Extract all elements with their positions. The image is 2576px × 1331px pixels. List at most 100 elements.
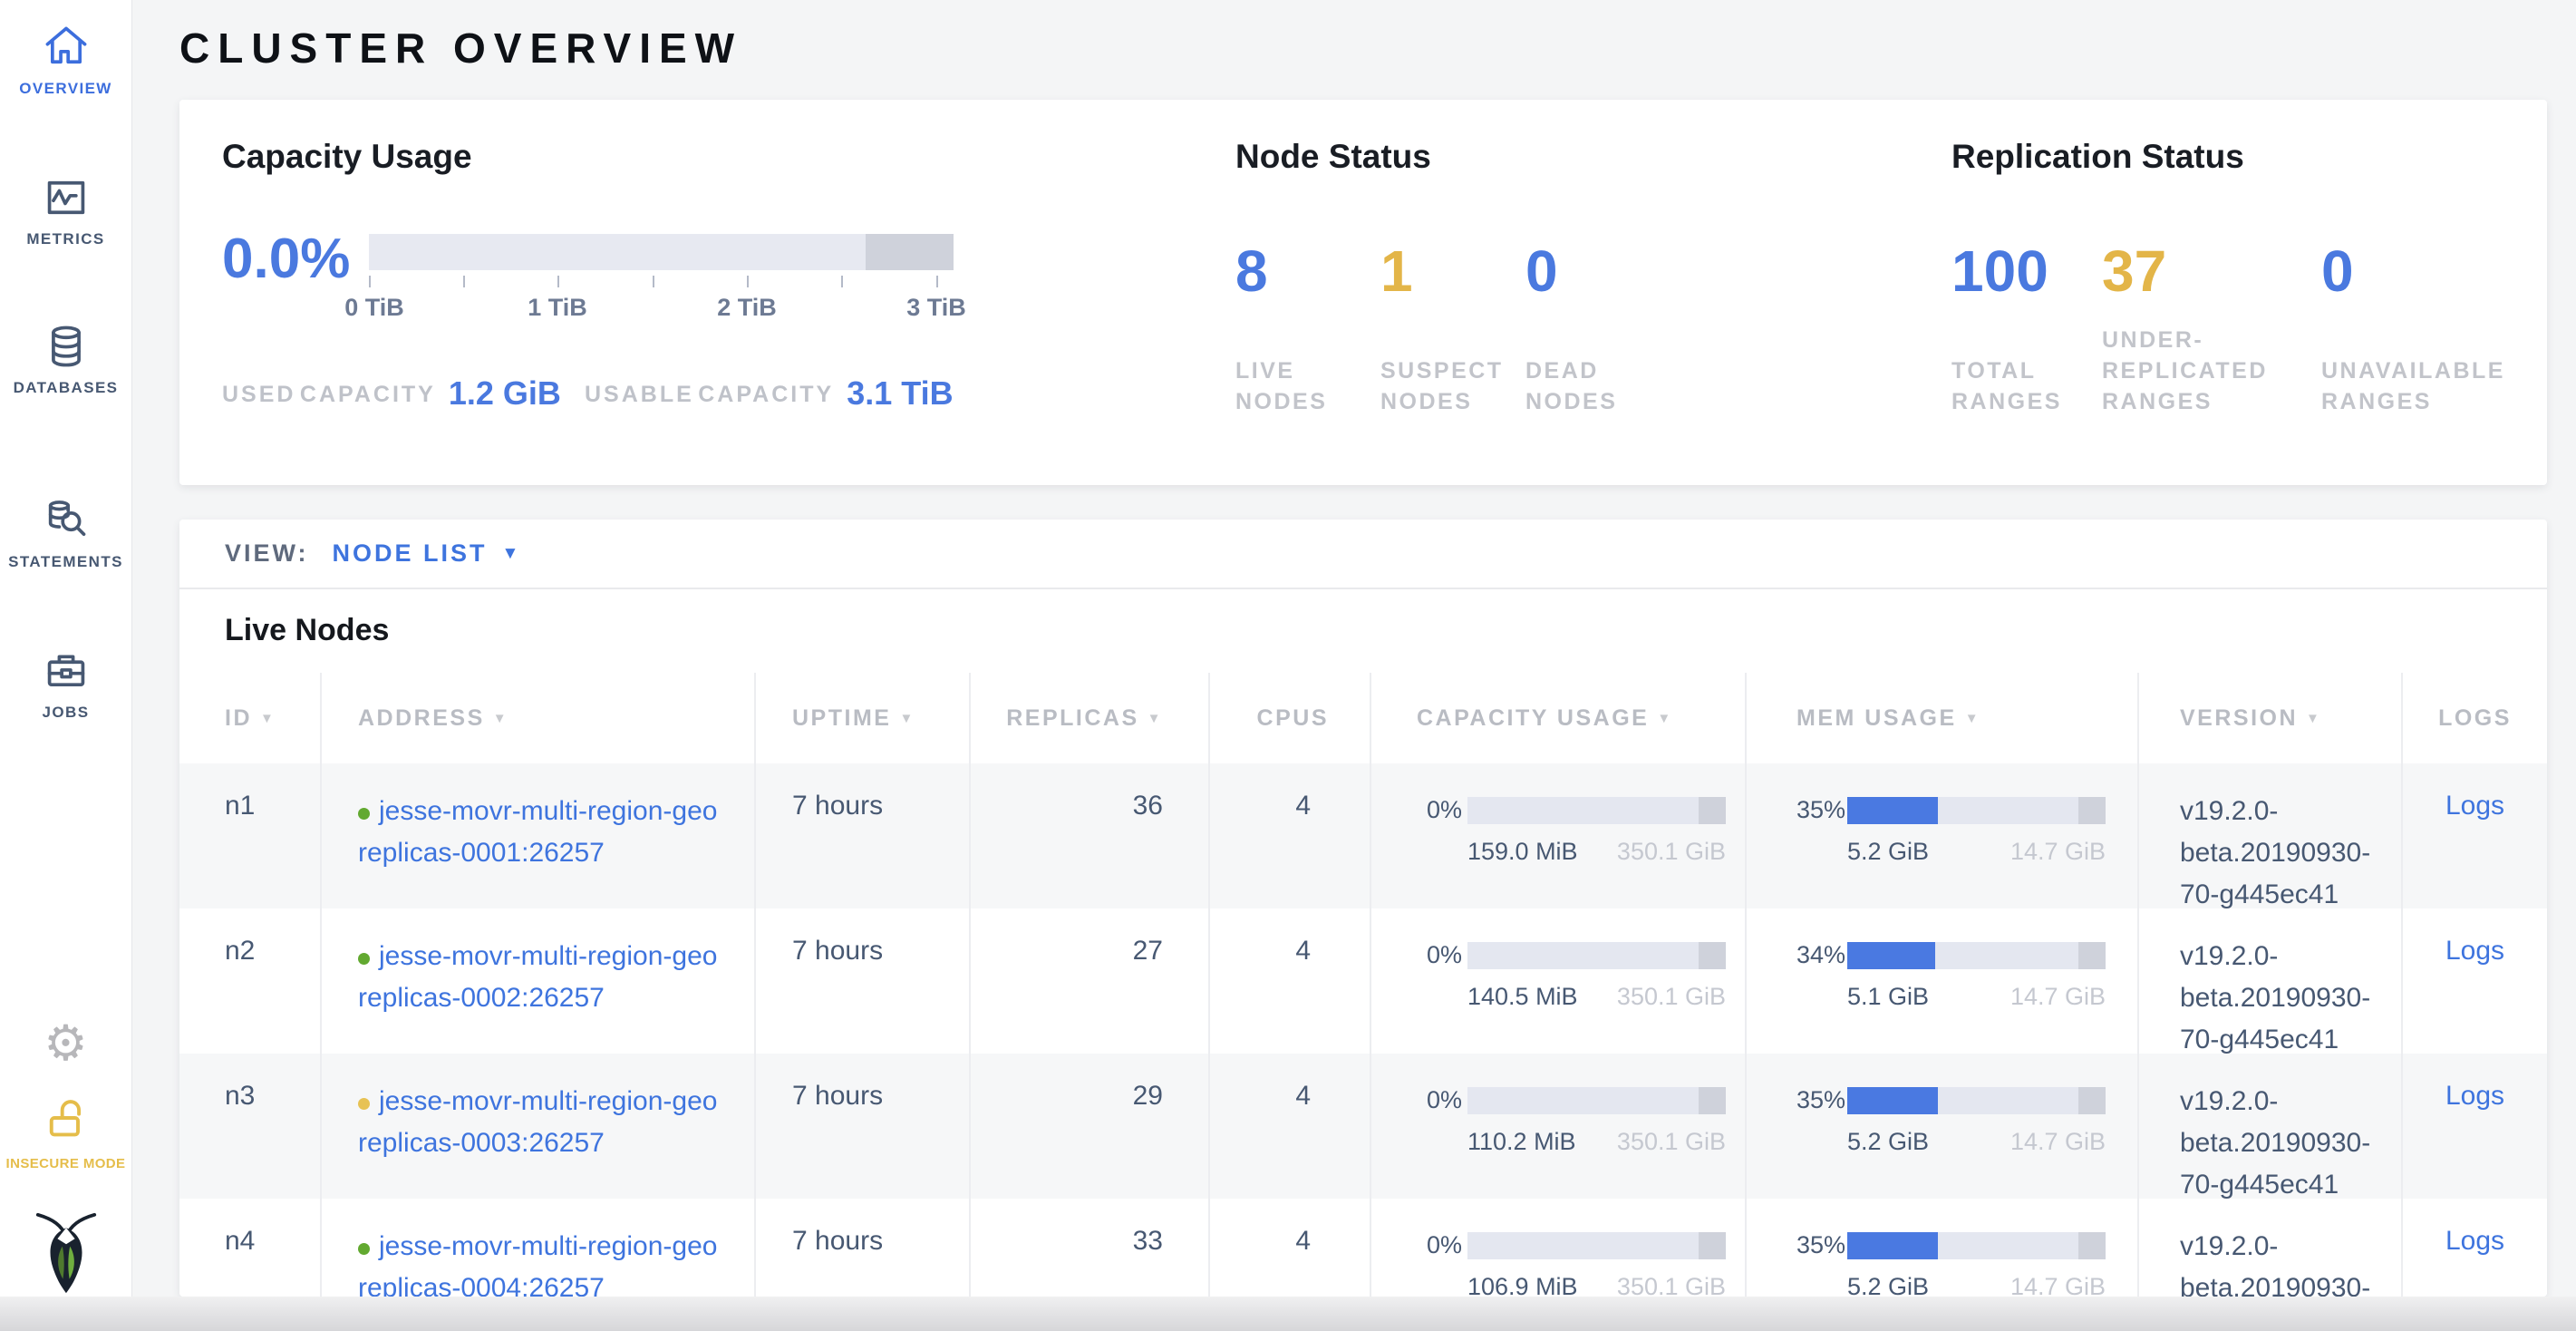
tick-label: 2 TiB [717,294,777,321]
node-id: n1 [179,763,320,916]
logs-link[interactable]: Logs [2445,1081,2505,1111]
node-mem-usage: 35% 5.2 GiB 14.7 GiB [1745,1199,2137,1297]
node-mem-usage: 34% 5.1 GiB 14.7 GiB [1745,908,2137,1061]
node-logs: Logs [2401,908,2547,1061]
node-capacity-usage: 0% 140.5 MiB 350.1 GiB [1370,908,1745,1061]
replication-status-title: Replication Status [1951,138,2244,175]
live-nodes-table-header: ID ▼ ADDRESS ▼ UPTIME ▼ REPLICAS ▼ CPUS CAPA… [179,673,2547,763]
sort-arrow-icon: ▼ [899,710,915,726]
col-header-mem-usage[interactable]: MEM USAGE ▼ [1745,673,2137,763]
view-selector[interactable]: NODE LIST ▼ [333,539,519,568]
node-status-dot [358,808,370,820]
jobs-icon [47,655,84,687]
sidebar-item-overview[interactable]: OVERVIEW [0,24,131,98]
col-header-capacity-usage[interactable]: CAPACITY USAGE ▼ [1370,673,1745,763]
insecure-mode-indicator[interactable]: INSECURE MODE [0,1095,131,1171]
col-header-version[interactable]: VERSION ▼ [2137,673,2401,763]
unavailable-ranges-label: UNAVAILABLE RANGES [2321,358,2505,414]
sort-arrow-icon: ▼ [1657,710,1673,726]
node-uptime: 7 hours [754,763,969,916]
node-cpus: 4 [1208,1199,1370,1297]
statements-icon [48,500,85,537]
node-address-link[interactable]: jesse-movr-multi-region-geo replicas-000… [358,1231,718,1297]
suspect-nodes-count: 1 [1380,238,1413,304]
total-ranges-label: TOTAL RANGES [1951,358,2062,414]
tick-label: 1 TiB [528,294,587,321]
node-logs: Logs [2401,763,2547,916]
stat-label: USABLE [585,382,694,407]
node-address-link[interactable]: jesse-movr-multi-region-geo replicas-000… [358,796,718,868]
page-title: CLUSTER OVERVIEW [179,24,743,72]
node-uptime: 7 hours [754,1054,969,1206]
stat-label: CAPACITY [698,382,835,407]
node-id: n2 [179,908,320,1061]
sidebar-item-metrics[interactable]: METRICS [0,174,131,248]
replication-status-section: Replication Status 100 37 0 TOTAL RANGES… [1951,100,2547,485]
node-replicas: 27 [969,908,1208,1061]
col-header-id[interactable]: ID ▼ [179,673,320,763]
settings-button[interactable]: ⚙ [0,1019,131,1068]
suspect-nodes-label: SUSPECT NODES [1380,358,1504,414]
capacity-usage-title: Capacity Usage [222,138,472,175]
node-version: v19.2.0- beta.20190930- 70-g445ec41 [2137,1054,2401,1206]
used-capacity-value: 1.2 GiB [448,374,561,412]
node-logs: Logs [2401,1054,2547,1206]
node-id: n4 [179,1199,320,1297]
capacity-bar: 0 TiB 1 TiB 2 TiB 3 TiB [344,234,966,325]
col-header-replicas[interactable]: REPLICAS ▼ [969,673,1208,763]
logs-link[interactable]: Logs [2445,791,2505,821]
under-replicated-ranges-count: 37 [2102,238,2167,304]
node-uptime: 7 hours [754,1199,969,1297]
sort-arrow-icon: ▼ [260,710,276,726]
stat-label: CAPACITY [299,382,436,407]
logs-link[interactable]: Logs [2445,1226,2505,1256]
node-address: jesse-movr-multi-region-geo replicas-000… [320,1199,754,1297]
node-status-dot [358,1098,370,1110]
live-nodes-title: Live Nodes [225,613,390,647]
node-address: jesse-movr-multi-region-geo replicas-000… [320,908,754,1061]
sort-arrow-icon: ▼ [1964,710,1981,726]
node-id: n3 [179,1054,320,1206]
col-header-uptime[interactable]: UPTIME ▼ [754,673,969,763]
under-replicated-ranges-label: UNDER- REPLICATED RANGES [2102,327,2268,414]
sidebar-item-label: DATABASES [13,379,119,396]
node-status-dot [358,953,370,965]
logs-link[interactable]: Logs [2445,936,2505,966]
nodes-card: VIEW: NODE LIST ▼ Live Nodes ID ▼ ADDRESS… [179,520,2547,1297]
sidebar: OVERVIEW METRICS DATABASES [0,0,132,1331]
capacity-usage-section: Capacity Usage 0.0% [179,100,1235,485]
col-header-cpus[interactable]: CPUS [1208,673,1370,763]
databases-icon [51,325,81,367]
sidebar-item-databases[interactable]: DATABASES [0,323,131,397]
sidebar-item-statements[interactable]: STATEMENTS [0,497,131,571]
node-mem-usage: 35% 5.2 GiB 14.7 GiB [1745,1054,2137,1206]
sort-arrow-icon: ▼ [1147,710,1163,726]
cockroachdb-logo[interactable] [0,1210,131,1302]
node-cpus: 4 [1208,908,1370,1061]
sidebar-item-label: STATEMENTS [8,553,123,570]
node-replicas: 36 [969,763,1208,916]
capacity-percent: 0.0% [222,228,351,290]
table-row: n4 jesse-movr-multi-region-geo replicas-… [179,1199,2547,1297]
capacity-bar-ticks [369,276,954,290]
sort-arrow-icon: ▼ [2306,710,2322,726]
node-status-title: Node Status [1235,138,1431,175]
node-status-dot [358,1243,370,1255]
sidebar-item-jobs[interactable]: JOBS [0,647,131,722]
col-header-logs: LOGS [2401,673,2547,763]
node-replicas: 33 [969,1199,1208,1297]
used-capacity-stat: USED CAPACITY 1.2 GiB [222,372,585,412]
col-header-address[interactable]: ADDRESS ▼ [320,673,754,763]
capacity-bar-reserved [866,234,954,270]
node-address-link[interactable]: jesse-movr-multi-region-geo replicas-000… [358,1086,718,1158]
node-mem-usage: 35% 5.2 GiB 14.7 GiB [1745,763,2137,916]
dead-nodes-count: 0 [1525,238,1558,304]
main-content: CLUSTER OVERVIEW Capacity Usage 0.0% [132,0,2576,1331]
node-address: jesse-movr-multi-region-geo replicas-000… [320,1054,754,1206]
unavailable-ranges-count: 0 [2321,238,2354,304]
live-nodes-label: LIVE NODES [1235,358,1328,414]
node-capacity-usage: 0% 106.9 MiB 350.1 GiB [1370,1199,1745,1297]
sidebar-item-label: JOBS [42,704,90,721]
node-address-link[interactable]: jesse-movr-multi-region-geo replicas-000… [358,941,718,1013]
view-selected-value: NODE LIST [332,539,488,567]
